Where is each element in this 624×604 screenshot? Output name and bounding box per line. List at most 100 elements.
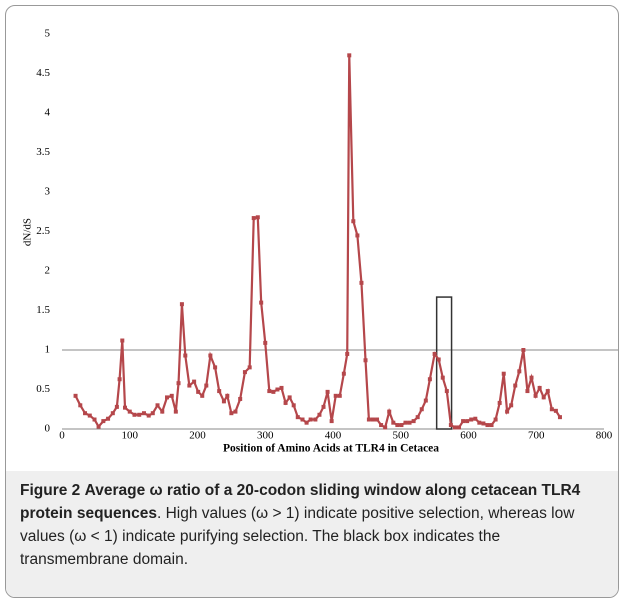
data-point: [225, 393, 230, 398]
data-point: [169, 393, 174, 398]
data-point: [359, 280, 364, 285]
data-point: [375, 417, 380, 422]
data-point: [271, 389, 276, 394]
data-point: [165, 395, 170, 400]
data-point: [557, 415, 562, 420]
data-line: [74, 55, 561, 430]
data-point: [517, 369, 522, 374]
y-tick-label: 1: [45, 344, 51, 356]
data-point: [196, 389, 201, 394]
data-point: [505, 409, 510, 414]
data-point: [317, 412, 322, 417]
data-point: [465, 419, 470, 424]
y-tick-label: 2: [45, 265, 51, 277]
data-point: [501, 371, 506, 376]
x-tick-label: 800: [596, 430, 613, 442]
data-point: [355, 233, 360, 238]
data-point: [341, 371, 346, 376]
data-point: [123, 405, 128, 410]
y-axis-label: dN/dS: [22, 218, 34, 246]
data-point: [473, 416, 478, 421]
data-point: [533, 393, 538, 398]
data-point: [283, 400, 288, 405]
data-point: [308, 417, 313, 422]
data-point: [329, 419, 334, 424]
data-point: [541, 395, 546, 400]
data-point: [411, 419, 416, 424]
y-tick-label: 1.5: [36, 304, 50, 316]
data-point: [176, 381, 181, 386]
data-point: [347, 53, 352, 58]
data-point: [132, 412, 137, 417]
caption-text: . High values (ω > 1) indicate positive …: [20, 505, 575, 568]
data-point: [370, 417, 375, 422]
data-point: [229, 411, 234, 416]
x-tick-label: 500: [393, 430, 410, 442]
data-point: [440, 375, 445, 380]
data-point: [242, 370, 247, 375]
data-point: [337, 393, 342, 398]
caption-label: Figure 2: [20, 482, 81, 499]
data-point: [403, 420, 408, 425]
y-tick-label: 0.5: [36, 383, 50, 395]
x-tick-label: 0: [59, 430, 65, 442]
data-point: [469, 417, 474, 422]
y-tick-label: 3: [45, 186, 51, 198]
data-point: [366, 417, 371, 422]
data-point: [279, 385, 284, 390]
data-point: [150, 411, 155, 416]
data-point: [120, 338, 125, 343]
data-point: [155, 403, 160, 408]
data-point: [481, 421, 486, 426]
data-point: [436, 357, 441, 362]
data-point: [238, 396, 243, 401]
data-point: [419, 407, 424, 412]
x-tick-label: 600: [460, 430, 477, 442]
data-point: [287, 395, 292, 400]
chart: Position of Amino Acids at TLR4 in Cetac…: [22, 28, 618, 455]
data-point: [333, 393, 338, 398]
data-point: [493, 417, 498, 422]
x-tick-label: 200: [189, 430, 206, 442]
data-point: [395, 423, 400, 428]
data-point: [179, 302, 184, 307]
data-point: [525, 389, 530, 394]
data-point: [407, 420, 412, 425]
data-point: [192, 379, 197, 384]
figure-frame: Position of Amino Acids at TLR4 in Cetac…: [5, 5, 619, 598]
data-point: [415, 415, 420, 420]
transmembrane-box: [435, 296, 453, 430]
x-tick-label: 700: [528, 430, 545, 442]
data-point: [160, 409, 165, 414]
data-point: [509, 403, 514, 408]
data-point: [423, 398, 428, 403]
data-point: [217, 389, 222, 394]
data-point: [78, 403, 83, 408]
data-point: [87, 413, 92, 418]
data-point: [477, 420, 482, 425]
data-point: [291, 403, 296, 408]
data-point: [233, 409, 238, 414]
y-tick-label: 5: [45, 28, 51, 40]
data-point: [513, 383, 518, 388]
data-point: [259, 300, 264, 305]
data-point: [141, 411, 146, 416]
data-point: [537, 385, 542, 390]
data-point: [529, 375, 534, 380]
data-point: [117, 377, 122, 382]
data-point: [485, 423, 490, 428]
data-point: [200, 393, 205, 398]
data-point: [251, 216, 256, 221]
data-point: [221, 399, 226, 404]
data-point: [545, 389, 550, 394]
data-point: [313, 417, 318, 422]
data-point: [110, 411, 115, 416]
data-point: [204, 383, 209, 388]
data-point: [263, 340, 268, 345]
data-point: [497, 400, 502, 405]
data-point: [461, 419, 466, 424]
x-tick-label: 100: [122, 430, 139, 442]
data-point: [391, 420, 396, 425]
data-point: [96, 424, 101, 429]
data-point: [275, 387, 280, 392]
